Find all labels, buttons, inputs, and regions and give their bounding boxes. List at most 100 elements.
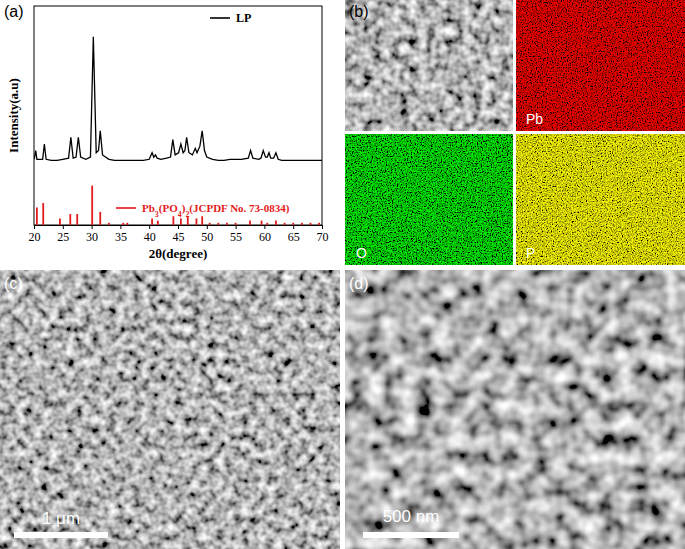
legend-entry: LP	[210, 11, 251, 25]
x-tick-mark	[207, 225, 208, 229]
reference-stick	[59, 218, 61, 225]
x-tick: 65	[288, 225, 300, 244]
x-tick-label: 30	[86, 230, 98, 244]
reference-stick	[284, 223, 286, 225]
reference-stick	[249, 221, 251, 225]
scale-bar	[363, 532, 459, 538]
x-tick-mark	[92, 225, 93, 229]
reference-stick	[217, 223, 219, 225]
x-tick-mark	[120, 225, 121, 229]
x-tick: 50	[201, 225, 213, 244]
reference-stick	[122, 223, 124, 225]
x-tick-label: 55	[230, 230, 242, 244]
x-tick-mark	[264, 225, 265, 229]
scale-bar-label: 1 μm	[42, 509, 80, 528]
eds-element-label: O	[356, 245, 367, 261]
text-run: Pb	[142, 202, 155, 214]
sem-image	[0, 270, 340, 549]
reference-stick	[172, 216, 174, 225]
xrd-line	[34, 37, 322, 161]
x-tick: 35	[115, 225, 127, 244]
panel-label: (c)	[4, 275, 23, 292]
x-tick-label: 35	[115, 230, 127, 244]
reference-stick	[99, 212, 101, 225]
reference-stick	[76, 214, 78, 225]
x-tick: 45	[173, 225, 185, 244]
plot-frame	[34, 6, 322, 225]
reference-stick	[301, 223, 303, 225]
x-tick: 40	[144, 225, 156, 244]
legend-label: LP	[236, 11, 251, 25]
reference-stick	[108, 223, 110, 225]
reference-stick	[42, 203, 44, 225]
eds-map	[345, 134, 513, 265]
x-tick: 25	[57, 225, 69, 244]
x-tick-mark	[63, 225, 64, 229]
x-axis-title: 2θ(degree)	[149, 246, 208, 261]
x-tick: 60	[259, 225, 271, 244]
legend-entry: Pb3(PO4)2(JCPDF No. 73-0834)	[116, 202, 290, 219]
sem-image-ground	[345, 0, 513, 131]
sem-image-ground	[0, 270, 340, 549]
x-tick-mark	[236, 225, 237, 229]
reference-stick	[201, 216, 203, 225]
x-tick-mark	[322, 225, 323, 229]
reference-stick	[196, 218, 198, 225]
text-run: (JCPDF No. 73-0834)	[189, 202, 289, 215]
text-run: LP	[236, 11, 251, 25]
x-tick: 20	[29, 225, 41, 244]
sem-image	[345, 0, 513, 131]
reference-stick	[275, 221, 277, 225]
sem-image	[345, 270, 685, 549]
x-tick-mark	[178, 225, 179, 229]
scale-bar	[14, 532, 108, 538]
x-tick-mark	[34, 225, 35, 229]
eds-map-ground	[345, 134, 513, 265]
reference-stick	[318, 223, 320, 225]
panel-label: (d)	[349, 275, 369, 292]
eds-map-ground	[516, 0, 685, 131]
y-axis-title: Intensity(a.u)	[6, 78, 21, 153]
reference-stick	[261, 221, 263, 225]
legend-swatch	[210, 17, 230, 19]
eds-map-ground	[516, 134, 685, 265]
x-tick-label: 65	[288, 230, 300, 244]
plot-area	[34, 37, 322, 225]
x-tick-label: 25	[57, 230, 69, 244]
figure: 20 25 30 35 40 45 50 55 60 65 70 2θ(degree) Intensit…	[0, 0, 685, 549]
x-axis-line	[35, 226, 323, 230]
text-run: (PO	[159, 202, 178, 215]
reference-stick	[235, 223, 237, 225]
x-tick-label: 40	[144, 230, 156, 244]
reference-stick	[91, 186, 93, 225]
reference-stick	[226, 223, 228, 225]
eds-map	[516, 0, 685, 131]
x-tick-mark	[149, 225, 150, 229]
reference-stick	[180, 218, 182, 225]
reference-stick	[209, 223, 211, 225]
reference-stick	[69, 214, 71, 225]
reference-stick	[126, 223, 128, 225]
x-tick-label: 50	[201, 230, 213, 244]
x-tick-mark	[293, 225, 294, 229]
x-tick: 55	[230, 225, 242, 244]
sem-image-ground	[345, 270, 685, 549]
x-tick-label: 20	[29, 230, 41, 244]
x-tick-label: 60	[259, 230, 271, 244]
reference-stick	[157, 221, 159, 225]
legend-label: Pb3(PO4)2(JCPDF No. 73-0834)	[142, 202, 290, 219]
legend-swatch	[116, 207, 136, 209]
x-axis: 20 25 30 35 40 45 50 55 60 65 70	[29, 225, 329, 244]
reference-stick	[310, 223, 312, 225]
x-tick: 30	[86, 225, 98, 244]
panel-label: (a)	[4, 3, 24, 20]
reference-stick	[151, 218, 153, 225]
reference-stick	[266, 223, 268, 225]
eds-element-label: P	[526, 245, 535, 261]
eds-map	[516, 134, 685, 265]
x-tick-label: 70	[317, 230, 329, 244]
x-tick: 70	[317, 225, 329, 244]
panel-label: (b)	[349, 3, 369, 20]
eds-element-label: Pb	[526, 111, 543, 127]
reference-stick	[36, 207, 38, 225]
